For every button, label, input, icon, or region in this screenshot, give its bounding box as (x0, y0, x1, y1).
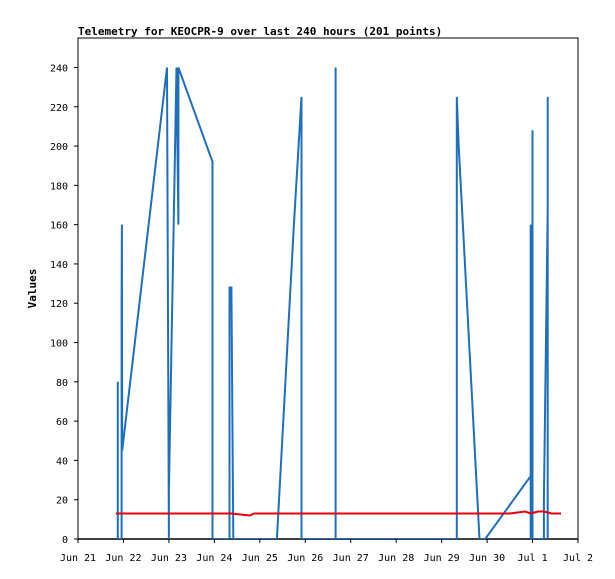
x-tick-label: Jun 22 (105, 553, 141, 564)
x-tick-label: Jun 26 (287, 553, 323, 564)
y-tick-label: 100 (50, 339, 68, 350)
x-tick-label: Jun 27 (333, 553, 369, 564)
y-tick-label: 200 (50, 142, 68, 153)
series-2-line (115, 510, 561, 517)
y-tick-label: 60 (56, 417, 68, 428)
series-group (78, 67, 578, 540)
y-axis-label: Values (26, 269, 39, 309)
y-tick-label: 140 (50, 260, 68, 271)
y-tick-label: 120 (50, 299, 68, 310)
x-tick-label: Jul 2 (563, 553, 593, 564)
y-tick-label: 240 (50, 63, 68, 74)
y-tick-label: 160 (50, 221, 68, 232)
y-tick-label: 220 (50, 103, 68, 114)
x-tick-label: Jun 25 (242, 553, 278, 564)
x-tick-label: Jun 21 (60, 553, 96, 564)
x-tick-label: Jun 29 (424, 553, 460, 564)
x-tick-label: Jun 23 (151, 553, 187, 564)
series-1-line (116, 67, 549, 539)
y-tick-label: 0 (62, 535, 68, 546)
chart-title: Telemetry for KEOCPR-9 over last 240 hou… (78, 25, 442, 38)
x-tick-label: Jun 28 (378, 553, 414, 564)
y-tick-label: 20 (56, 496, 68, 507)
y-axis: 0 20 40 60 80 100 120 140 160 180 200 220 240 (50, 63, 78, 546)
x-axis: Jun 21 Jun 22 Jun 23 Jun 24 Jun 25 Jun 26 Jun … (60, 539, 593, 564)
y-tick-label: 80 (56, 378, 68, 389)
y-tick-label: 180 (50, 181, 68, 192)
x-tick-label: Jun 24 (196, 553, 232, 564)
x-tick-label: Jul 1 (517, 553, 547, 564)
y-tick-label: 40 (56, 456, 68, 467)
x-tick-label: Jun 30 (469, 553, 505, 564)
plot-area (77, 37, 579, 540)
